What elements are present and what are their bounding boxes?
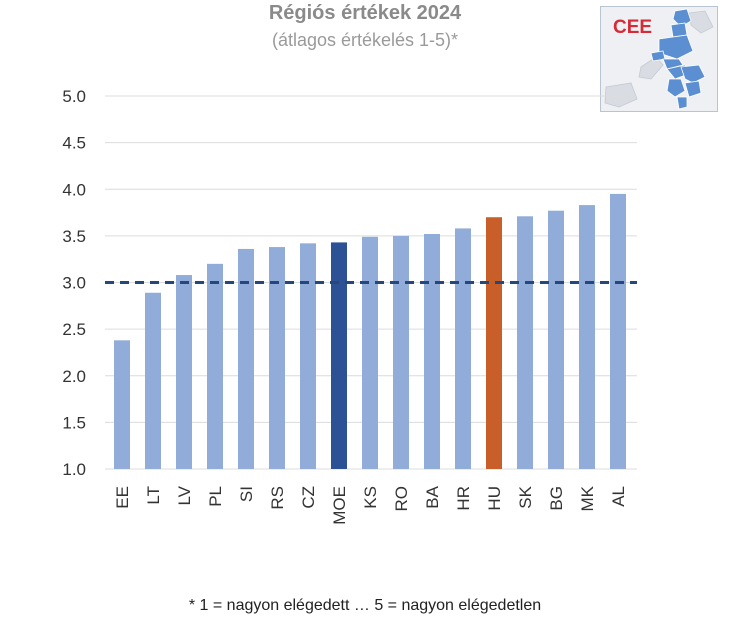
x-tick-label: RO: [392, 486, 411, 512]
cee-map-inset: CEE: [600, 6, 718, 112]
bar-lv: [176, 275, 192, 469]
y-tick-label: 2.0: [62, 367, 86, 386]
bar-ks: [362, 236, 378, 469]
bar-mk: [579, 205, 595, 470]
footnote: * 1 = nagyon elégedett … 5 = nagyon elég…: [188, 597, 542, 614]
y-tick-label: 5.0: [62, 87, 86, 106]
bar-series: [114, 193, 626, 470]
bar-ba: [424, 234, 440, 469]
cee-label: CEE: [613, 17, 653, 38]
y-tick-label: 4.0: [62, 180, 86, 199]
x-tick-label: LV: [175, 485, 194, 505]
bar-lt: [145, 292, 161, 469]
y-tick-label: 1.5: [62, 413, 86, 432]
cee-region-map-icon: [601, 7, 717, 111]
bar-moe: [331, 242, 347, 469]
y-tick-label: 3.0: [62, 274, 86, 293]
x-tick-label: MK: [578, 485, 597, 511]
x-tick-label: PL: [206, 486, 225, 507]
bar-pl: [207, 263, 223, 469]
chart-subtitle: (átlagos értékelés 1-5)*: [271, 30, 459, 50]
x-axis-ticks: EE LT LV PL SI RS CZ MOE KS RO BA HR HU SK BG MK AL: [113, 485, 628, 524]
x-tick-label: HU: [485, 486, 504, 511]
x-tick-label: BA: [423, 485, 442, 508]
x-tick-label: CZ: [299, 486, 318, 509]
y-axis-ticks: 1.0 1.5 2.0 2.5 3.0 3.5 4.0 4.5 5.0: [62, 87, 86, 479]
bar-cz: [300, 243, 316, 469]
y-tick-label: 1.0: [62, 460, 86, 479]
bar-bg: [548, 210, 564, 469]
bar-si: [238, 248, 254, 469]
x-tick-label: KS: [361, 486, 380, 509]
bar-sk: [517, 216, 533, 469]
x-tick-label: AL: [609, 486, 628, 507]
y-tick-label: 3.5: [62, 227, 86, 246]
y-tick-label: 2.5: [62, 320, 86, 339]
x-tick-label: LT: [144, 486, 163, 505]
bar-hr: [455, 228, 471, 469]
bar-ee: [114, 340, 130, 469]
x-tick-label: BG: [547, 486, 566, 511]
x-tick-label: EE: [113, 486, 132, 509]
x-tick-label: MOE: [330, 486, 349, 525]
chart-title: Régiós értékek 2024: [268, 2, 462, 24]
bar-rs: [269, 247, 285, 469]
bar-hu: [486, 217, 502, 469]
bar-ro: [393, 235, 409, 469]
x-tick-label: RS: [268, 486, 287, 510]
bar-al: [610, 193, 626, 469]
x-tick-label: SK: [516, 485, 535, 508]
y-tick-label: 4.5: [62, 134, 86, 153]
x-tick-label: SI: [237, 486, 256, 502]
x-tick-label: HR: [454, 486, 473, 511]
